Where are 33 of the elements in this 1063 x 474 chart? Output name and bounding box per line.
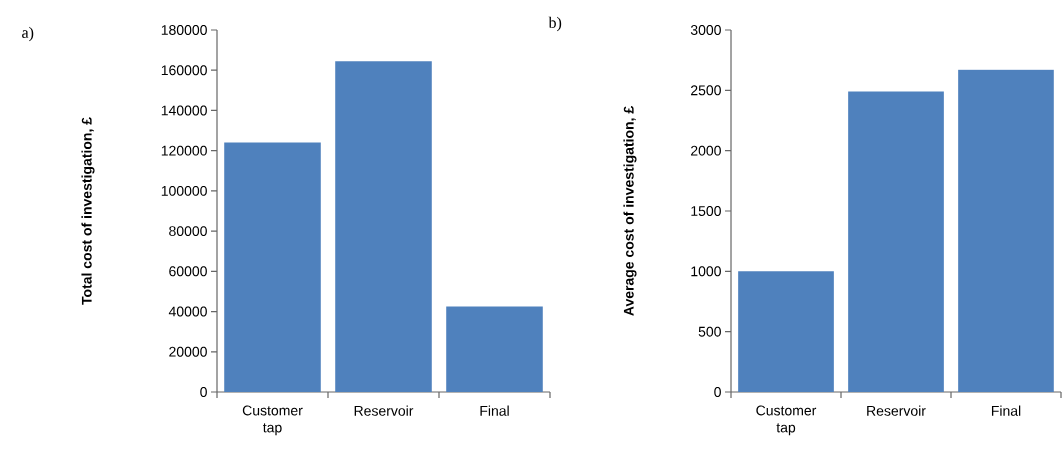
bar — [848, 91, 944, 392]
text: a) — [22, 26, 34, 42]
y-tick-label: 20000 — [169, 346, 207, 357]
y-tick-label: 2000 — [691, 145, 721, 156]
y-tick-label: 40000 — [168, 306, 207, 317]
y-tick-label: 0 — [200, 387, 207, 397]
y-tick-label: 3000 — [690, 25, 721, 35]
bar — [446, 306, 543, 392]
bar — [958, 69, 1054, 392]
x-tick-label: Reservoir — [354, 405, 414, 416]
x-tick-label: Final — [480, 405, 509, 416]
bar — [224, 142, 321, 392]
x-tick-label: Reservoir — [867, 405, 926, 416]
y-tick-label: 500 — [698, 326, 721, 337]
bar — [738, 271, 834, 392]
y-tick-label: 2500 — [691, 85, 721, 96]
y-tick-label: 180000 — [161, 25, 207, 35]
y-tick-label: 100000 — [161, 185, 207, 196]
y-tick-label: 80000 — [169, 226, 207, 237]
y-tick-label: 1000 — [691, 266, 721, 277]
bar — [335, 61, 432, 392]
y-tick-label: 140000 — [161, 105, 207, 116]
y-axis-title: Total cost of investigation, £ — [81, 117, 95, 305]
y-tick-label: 60000 — [169, 266, 207, 277]
annotation: b) — [548, 16, 562, 32]
y-tick-label: 160000 — [161, 65, 207, 76]
x-tick-label: Final — [991, 405, 1021, 416]
x-tick-label: Customer tap — [242, 405, 303, 436]
y-tick-label: 120000 — [161, 145, 207, 156]
y-tick-label: 1500 — [691, 206, 721, 216]
x-tick-label: Customer tap — [756, 405, 817, 436]
y-axis-title: Average cost of investigation, £ — [623, 106, 637, 316]
y-tick-label: 0 — [714, 387, 721, 397]
